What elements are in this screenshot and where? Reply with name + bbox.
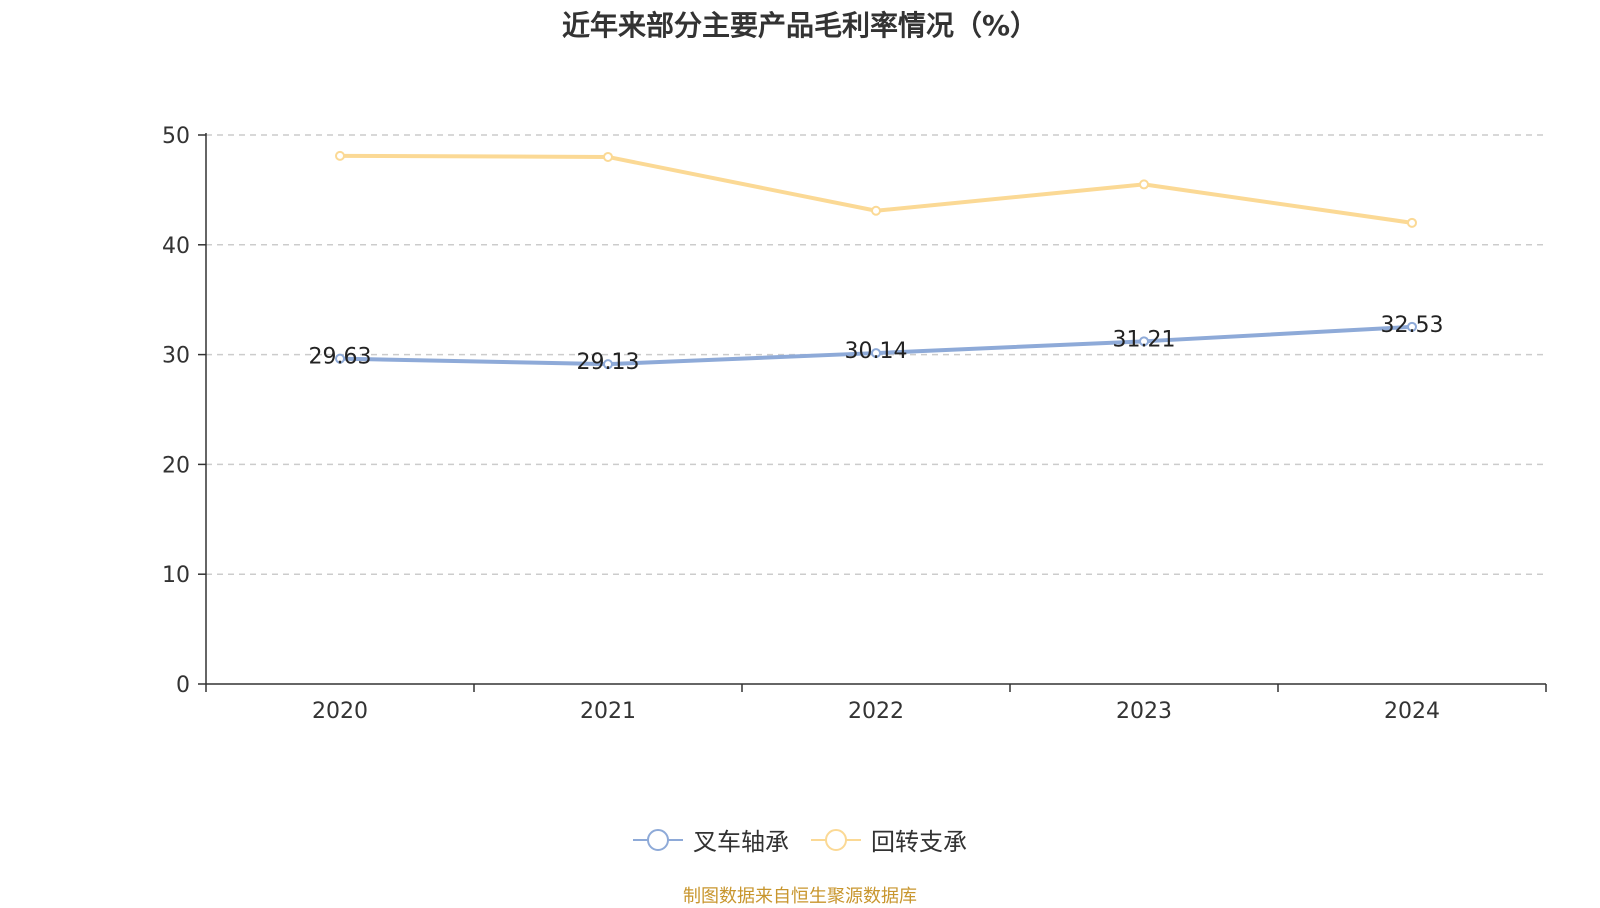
data-point[interactable] [335, 353, 345, 364]
chart-title: 近年来部分主要产品毛利率情况（%） [561, 9, 1039, 42]
data-point[interactable] [1407, 217, 1417, 228]
grid-lines [206, 134, 1546, 575]
data-point[interactable] [871, 205, 881, 216]
data-point[interactable] [603, 359, 613, 370]
legend-item-series-0[interactable]: 叉车轴承 [633, 822, 789, 857]
y-tick-label: 0 [176, 673, 190, 698]
data-point[interactable] [871, 348, 881, 359]
data-point[interactable] [603, 151, 613, 162]
data-point[interactable] [335, 150, 345, 161]
x-tick-label: 2024 [1384, 699, 1440, 724]
legend-label: 叉车轴承 [693, 828, 789, 856]
data-label: 32.53 [1381, 313, 1444, 338]
x-tick-label: 2020 [312, 699, 368, 724]
x-tick-label: 2021 [580, 699, 636, 724]
data-point[interactable] [1139, 179, 1149, 190]
y-tick-label: 50 [162, 124, 190, 149]
legend-label: 回转支承 [871, 828, 967, 856]
legend-marker-icon [633, 828, 683, 851]
y-tick-label: 20 [162, 453, 190, 478]
legend-marker-icon [811, 828, 861, 851]
data-point[interactable] [1139, 336, 1149, 347]
legend-item-series-1[interactable]: 回转支承 [811, 822, 967, 857]
x-tick-label: 2023 [1116, 699, 1172, 724]
source-note: 制图数据来自恒生聚源数据库 [683, 886, 917, 907]
data-point[interactable] [1407, 321, 1417, 332]
series-layer: 29.63 29.13 30.14 31.21 32.53 [309, 150, 1444, 375]
data-label: 29.63 [309, 345, 372, 370]
y-tick-label: 30 [162, 344, 190, 369]
legend: 叉车轴承 回转支承 [0, 822, 1600, 857]
axes: 0 10 20 30 40 50 2020 2021 2022 2023 2024 [162, 124, 1547, 724]
x-tick-label: 2022 [848, 699, 904, 724]
data-label: 31.21 [1113, 327, 1176, 352]
data-label: 29.13 [577, 350, 640, 375]
y-tick-label: 40 [162, 234, 190, 259]
data-label: 30.14 [845, 339, 908, 364]
y-tick-label: 10 [162, 563, 190, 588]
